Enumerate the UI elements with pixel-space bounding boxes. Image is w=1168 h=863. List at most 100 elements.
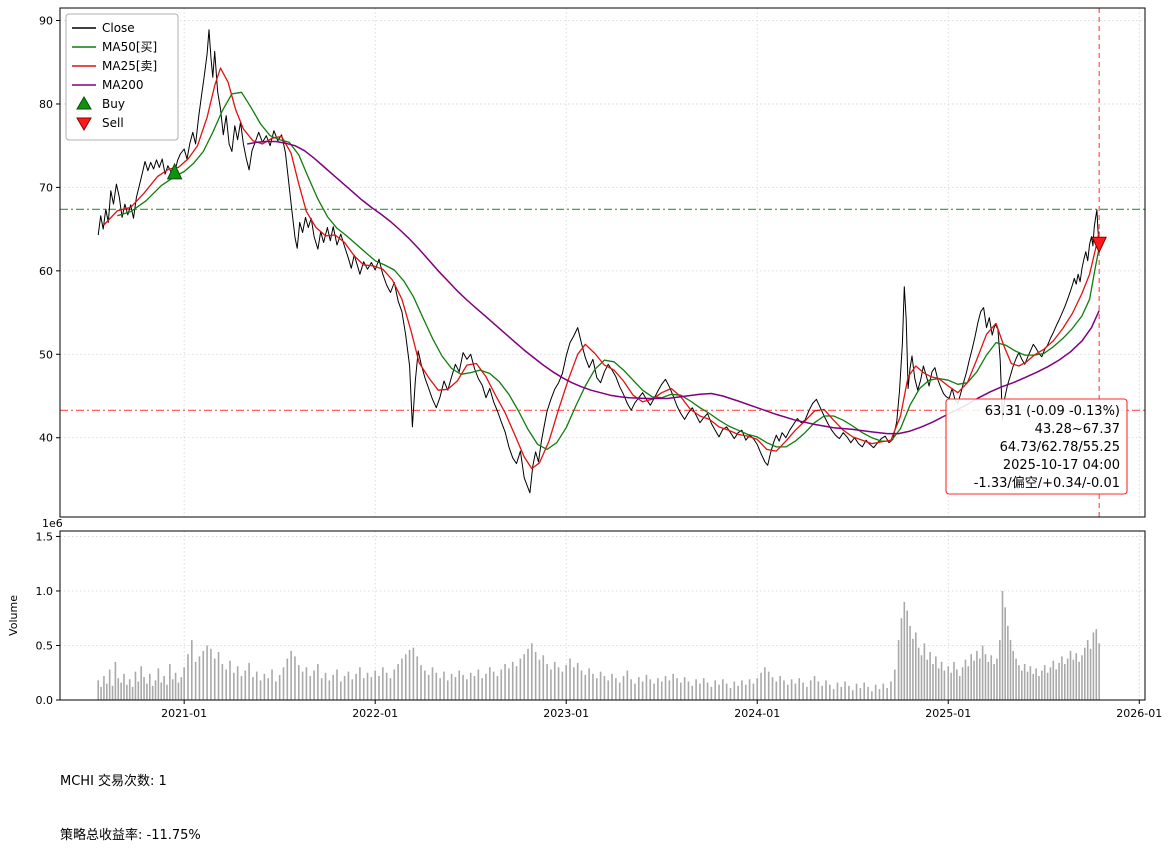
- summary-text-block: MCHI 交易次数: 1 策略总收益率: -11.75% 长期持有收益: -11…: [60, 737, 485, 863]
- volume-bar: [741, 680, 743, 700]
- volume-bar: [680, 682, 682, 700]
- volume-bar: [531, 643, 533, 700]
- volume-bar: [97, 680, 100, 700]
- volume-bar: [450, 673, 453, 700]
- volume-bar: [691, 685, 694, 700]
- legend-label: MA25[卖]: [102, 59, 157, 73]
- volume-bar: [937, 668, 940, 700]
- volume-bar: [1015, 658, 1017, 700]
- volume-bar: [278, 674, 281, 700]
- volume-bar: [588, 668, 590, 700]
- volume-bar: [397, 664, 399, 700]
- volume-bar: [687, 681, 690, 700]
- volume-bar: [343, 676, 346, 700]
- volume-bar: [1046, 672, 1049, 700]
- volume-bar: [435, 672, 438, 700]
- volume-bar: [817, 681, 820, 700]
- x-tick-label: 2023-01: [543, 707, 589, 720]
- volume-bar: [347, 671, 350, 700]
- volume-bar: [1043, 665, 1046, 700]
- volume-bar: [108, 669, 111, 700]
- volume-bar: [999, 640, 1001, 700]
- volume-bar: [523, 654, 525, 700]
- volume-bar: [297, 665, 300, 700]
- volume-bar: [466, 679, 468, 700]
- volume-bar: [890, 681, 892, 700]
- volume-bar: [309, 676, 312, 700]
- volume-bar: [809, 680, 812, 700]
- volume-bar: [702, 678, 705, 700]
- volume-bar: [496, 676, 499, 700]
- volume-bar: [515, 666, 518, 700]
- volume-bar: [143, 677, 145, 700]
- volume-bar: [906, 610, 908, 700]
- x-tick-label: 2022-01: [352, 707, 398, 720]
- x-tick-label: 2025-01: [925, 707, 971, 720]
- volume-bar: [443, 671, 445, 700]
- volume-bar: [973, 660, 975, 700]
- volume-bar: [412, 647, 415, 700]
- price-y-tick-label: 70: [39, 181, 53, 194]
- volume-bar: [641, 681, 644, 700]
- volume-bar: [618, 682, 621, 700]
- volume-bar: [569, 658, 571, 700]
- legend-sell-marker: [76, 117, 92, 131]
- volume-bar: [932, 664, 934, 700]
- volume-bar: [729, 688, 732, 700]
- annotation-line: 64.73/62.78/55.25: [1000, 440, 1120, 455]
- volume-bar: [240, 676, 243, 700]
- volume-bar: [672, 673, 674, 700]
- volume-bar: [821, 685, 823, 700]
- volume-bar: [123, 673, 125, 700]
- volume-bar: [710, 686, 713, 700]
- volume-bar: [867, 686, 869, 700]
- legend-label: Close: [102, 21, 135, 35]
- volume-bar: [328, 680, 331, 700]
- volume-bar: [385, 672, 388, 700]
- volume-bar: [970, 654, 972, 700]
- volume-bar: [114, 661, 117, 700]
- volume-bar: [756, 678, 759, 700]
- volume-bar: [221, 664, 224, 700]
- volume-bar: [771, 677, 774, 700]
- volume-bar: [657, 678, 659, 700]
- volume-bar: [615, 678, 617, 700]
- volume-bar: [542, 655, 545, 700]
- volume-bar: [576, 662, 579, 700]
- volume-bar: [733, 681, 736, 700]
- volume-bar: [550, 669, 552, 700]
- volume-bar: [1018, 665, 1020, 700]
- volume-bar: [1001, 590, 1004, 700]
- volume-bar: [561, 671, 564, 700]
- volume-bar: [317, 664, 319, 700]
- volume-bar: [611, 673, 613, 700]
- volume-bar: [446, 680, 449, 700]
- volume-bar: [1098, 643, 1100, 700]
- volume-bar: [1055, 669, 1057, 700]
- ma50-series-line: [117, 91, 1100, 451]
- volume-bar: [462, 674, 464, 700]
- volume-bar: [137, 681, 140, 700]
- volume-bar: [695, 679, 697, 700]
- volume-bar: [267, 678, 270, 700]
- volume-bar: [511, 661, 514, 700]
- volume-bar: [286, 658, 289, 700]
- volume-bar: [202, 650, 205, 700]
- volume-bar: [836, 682, 839, 700]
- volume-bar: [1092, 632, 1095, 700]
- volume-bar: [275, 681, 277, 700]
- annotation-line: 63.31 (-0.09 -0.13%): [985, 404, 1120, 419]
- volume-bar: [637, 677, 640, 700]
- volume-bar: [794, 683, 797, 700]
- volume-bar: [166, 684, 168, 700]
- volume-bar: [976, 650, 978, 700]
- buy-marker: [166, 162, 183, 180]
- volume-bar: [393, 669, 396, 700]
- volume-bar: [359, 667, 361, 700]
- volume-bar: [1032, 673, 1035, 700]
- volume-bar: [500, 669, 503, 700]
- annotation-line: -1.33/偏空/+0.34/-0.01: [974, 476, 1120, 491]
- volume-bar: [1023, 664, 1026, 700]
- volume-bar: [557, 667, 560, 700]
- volume-bar: [874, 684, 877, 700]
